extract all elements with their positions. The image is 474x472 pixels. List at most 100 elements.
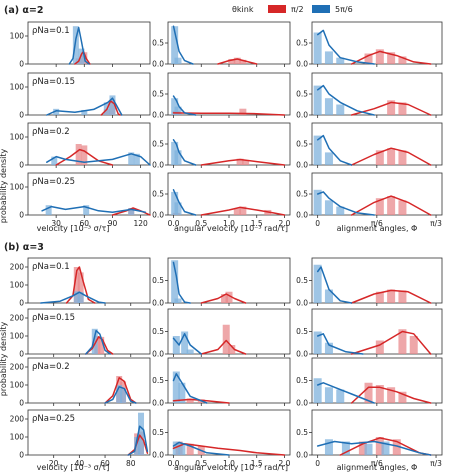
plot-frame xyxy=(27,72,151,116)
y-tick-label: 0 xyxy=(19,299,24,308)
plot-frame xyxy=(167,72,291,116)
y-tick-label: 0.5 xyxy=(152,90,164,99)
red-density-curve xyxy=(172,112,286,116)
blue-hist-bar xyxy=(174,57,182,64)
red-hist-bar xyxy=(375,340,384,354)
blue-hist-bar xyxy=(91,328,98,354)
blue-hist-bar xyxy=(172,371,180,403)
blue-hist-bar xyxy=(51,156,58,165)
red-hist-bar xyxy=(98,336,105,354)
red-hist-bar xyxy=(364,53,373,64)
blue-hist-bar xyxy=(134,437,141,455)
y-tick-label: 0 xyxy=(19,399,24,408)
panel-label-b: (b) α=3 xyxy=(4,242,44,253)
red-density-curve xyxy=(200,293,247,304)
plot-frame xyxy=(167,357,291,404)
y-tick-label: 0 xyxy=(19,451,24,460)
blue-hist-bar xyxy=(313,189,322,215)
blue-density-curve xyxy=(172,261,191,304)
y-tick-label: 0.0 xyxy=(152,399,164,408)
subplot-b3: 0.0 0.5 xyxy=(296,257,443,308)
y-tick-label: 0.5 xyxy=(296,39,308,48)
blue-hist-bar xyxy=(336,389,345,403)
rho-label: ρNa=0.1 xyxy=(32,262,70,272)
plot-frame xyxy=(27,409,151,456)
blue-hist-bar xyxy=(313,264,322,303)
subplot-a12: 0.0 0.5 0 π/6 π/3 xyxy=(296,172,443,228)
blue-hist-bar xyxy=(128,208,135,215)
blue-hist-bar xyxy=(83,205,90,215)
blue-hist-bar xyxy=(178,443,186,455)
ylabel-b: probability density xyxy=(0,321,8,396)
blue-hist-bar xyxy=(77,292,84,303)
red-hist-bar xyxy=(73,267,80,303)
x-tick-label: 60 xyxy=(100,459,110,468)
red-density-curve xyxy=(200,206,286,216)
blue-density-curve xyxy=(85,329,111,355)
subplot-a9: 0.0 0.5 xyxy=(296,122,443,170)
blue-hist-bar xyxy=(53,108,60,115)
red-density-curve xyxy=(55,148,114,166)
blue-hist-bar xyxy=(128,152,135,165)
red-hist-bar xyxy=(239,108,247,115)
blue-hist-bar xyxy=(324,51,333,64)
x-tick-label: π/6 xyxy=(371,459,383,468)
y-tick-label: 0 xyxy=(19,161,24,170)
x-tick-label: 0 xyxy=(315,219,320,228)
subplot-b1: 0 100 200 ρNa=0.1 xyxy=(10,257,151,308)
blue-density-curve xyxy=(172,139,197,166)
blue-density-curve xyxy=(172,25,194,65)
blue-hist-bar xyxy=(313,32,322,64)
red-density-curve xyxy=(350,330,432,355)
blue-hist-bar xyxy=(45,205,52,215)
red-hist-bar xyxy=(239,59,247,64)
red-hist-bar xyxy=(398,200,407,215)
blue-hist-bar xyxy=(78,48,85,64)
red-hist-bar xyxy=(398,391,407,403)
rho-label: ρNa=0.25 xyxy=(32,414,75,424)
y-tick-label: 0.5 xyxy=(296,140,308,149)
y-tick-label: 0.5 xyxy=(296,276,308,285)
red-hist-bar xyxy=(225,291,233,303)
xlabel-a-alignment: alignment angles, Φ xyxy=(337,224,418,233)
x-tick-label: 0.0 xyxy=(168,459,180,468)
x-tick-label: 0.0 xyxy=(168,219,180,228)
red-hist-bar xyxy=(398,290,407,303)
y-tick-label: 0.5 xyxy=(152,327,164,336)
blue-hist-bar xyxy=(313,135,322,165)
blue-hist-bar xyxy=(324,289,333,303)
y-tick-label: 0.0 xyxy=(152,161,164,170)
x-tick-label: 1.0 xyxy=(223,459,235,468)
blue-hist-bar xyxy=(313,378,322,403)
red-hist-bar xyxy=(398,56,407,64)
blue-hist-bar xyxy=(336,206,345,215)
y-tick-label: 0.0 xyxy=(152,111,164,120)
red-density-curve xyxy=(104,377,137,404)
red-hist-bar xyxy=(186,398,194,403)
subplot-a7: 0 100 ρNa=0.2 xyxy=(10,122,151,170)
blue-hist-bar xyxy=(324,342,333,354)
y-tick-label: 0.0 xyxy=(152,211,164,220)
blue-hist-bar xyxy=(120,388,127,403)
plot-frame xyxy=(167,21,291,65)
x-tick-label: 120 xyxy=(133,219,148,228)
y-tick-label: 200 xyxy=(10,363,25,372)
y-tick-label: 200 xyxy=(10,415,25,424)
red-hist-bar xyxy=(387,387,396,403)
blue-hist-bar xyxy=(116,385,123,403)
x-tick-label: 1.5 xyxy=(251,459,263,468)
blue-density-curve xyxy=(41,205,147,213)
blue-hist-bar xyxy=(72,26,79,64)
subplot-b6: 0.0 0.5 xyxy=(296,308,443,359)
xlabel-b-alignment: alignment angles, Φ xyxy=(337,463,418,472)
red-hist-bar xyxy=(392,439,401,455)
subplot-a8: 0.0 0.5 xyxy=(152,122,291,170)
red-hist-bar xyxy=(375,150,384,165)
red-hist-bar xyxy=(375,49,384,64)
blue-hist-bar xyxy=(324,98,333,115)
red-hist-bar xyxy=(387,289,396,303)
y-tick-label: 100 xyxy=(10,83,25,92)
blue-density-curve xyxy=(127,425,149,456)
plot-frame xyxy=(27,308,151,355)
